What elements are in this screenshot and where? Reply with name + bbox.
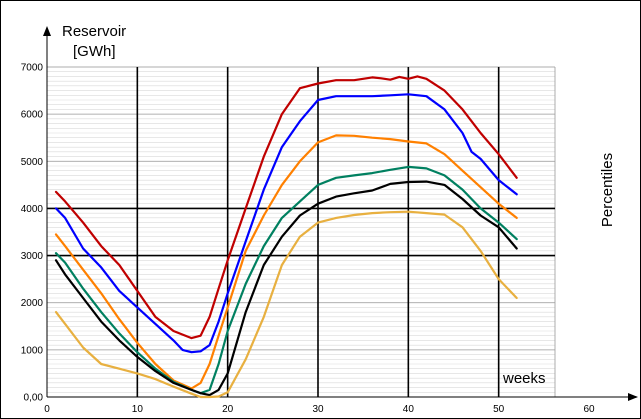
y-tick-label: 5000 — [21, 157, 44, 168]
x-tick-label: 60 — [583, 404, 595, 415]
series-line-2 — [54, 93, 518, 354]
y-tick-label: 2000 — [21, 298, 44, 309]
x-axis-arrow — [628, 393, 638, 401]
y-tick-label: 7000 — [21, 63, 44, 74]
chart-axes: 0,00 1000 2000 3000 4000 5000 6000 7000 0 10 20 30 4… — [21, 26, 638, 415]
x-tick-label: 50 — [493, 404, 505, 415]
x-tick-label: 30 — [312, 404, 324, 415]
y-axis-label-line1: Reservoir — [62, 23, 126, 40]
y-tick-label: 1000 — [21, 345, 44, 356]
series-line-1 — [54, 75, 518, 340]
y-axis-label-line2: [GWh] — [73, 43, 116, 60]
series-lines — [54, 75, 518, 399]
x-axis-label: weeks — [502, 370, 546, 387]
chart-labels: Reservoir [GWh] weeks Percentiles — [62, 23, 616, 387]
y-tick-label: 4000 — [21, 204, 44, 215]
series-line-4 — [54, 165, 518, 395]
y-tick-label: 6000 — [21, 110, 44, 121]
x-tick-label: 0 — [44, 404, 50, 415]
y-tick-label: 0,00 — [24, 393, 44, 404]
x-tick-label: 40 — [403, 404, 415, 415]
percentiles-label: Percentiles — [599, 153, 616, 227]
series-line-5 — [54, 180, 518, 397]
y-tick-label: 3000 — [21, 251, 44, 262]
y-axis-arrow — [43, 26, 51, 36]
x-tick-label: 20 — [222, 404, 234, 415]
x-tick-label: 10 — [132, 404, 144, 415]
series-line-3 — [54, 134, 518, 390]
series-line-6 — [54, 210, 518, 399]
plot-grid — [47, 66, 556, 397]
